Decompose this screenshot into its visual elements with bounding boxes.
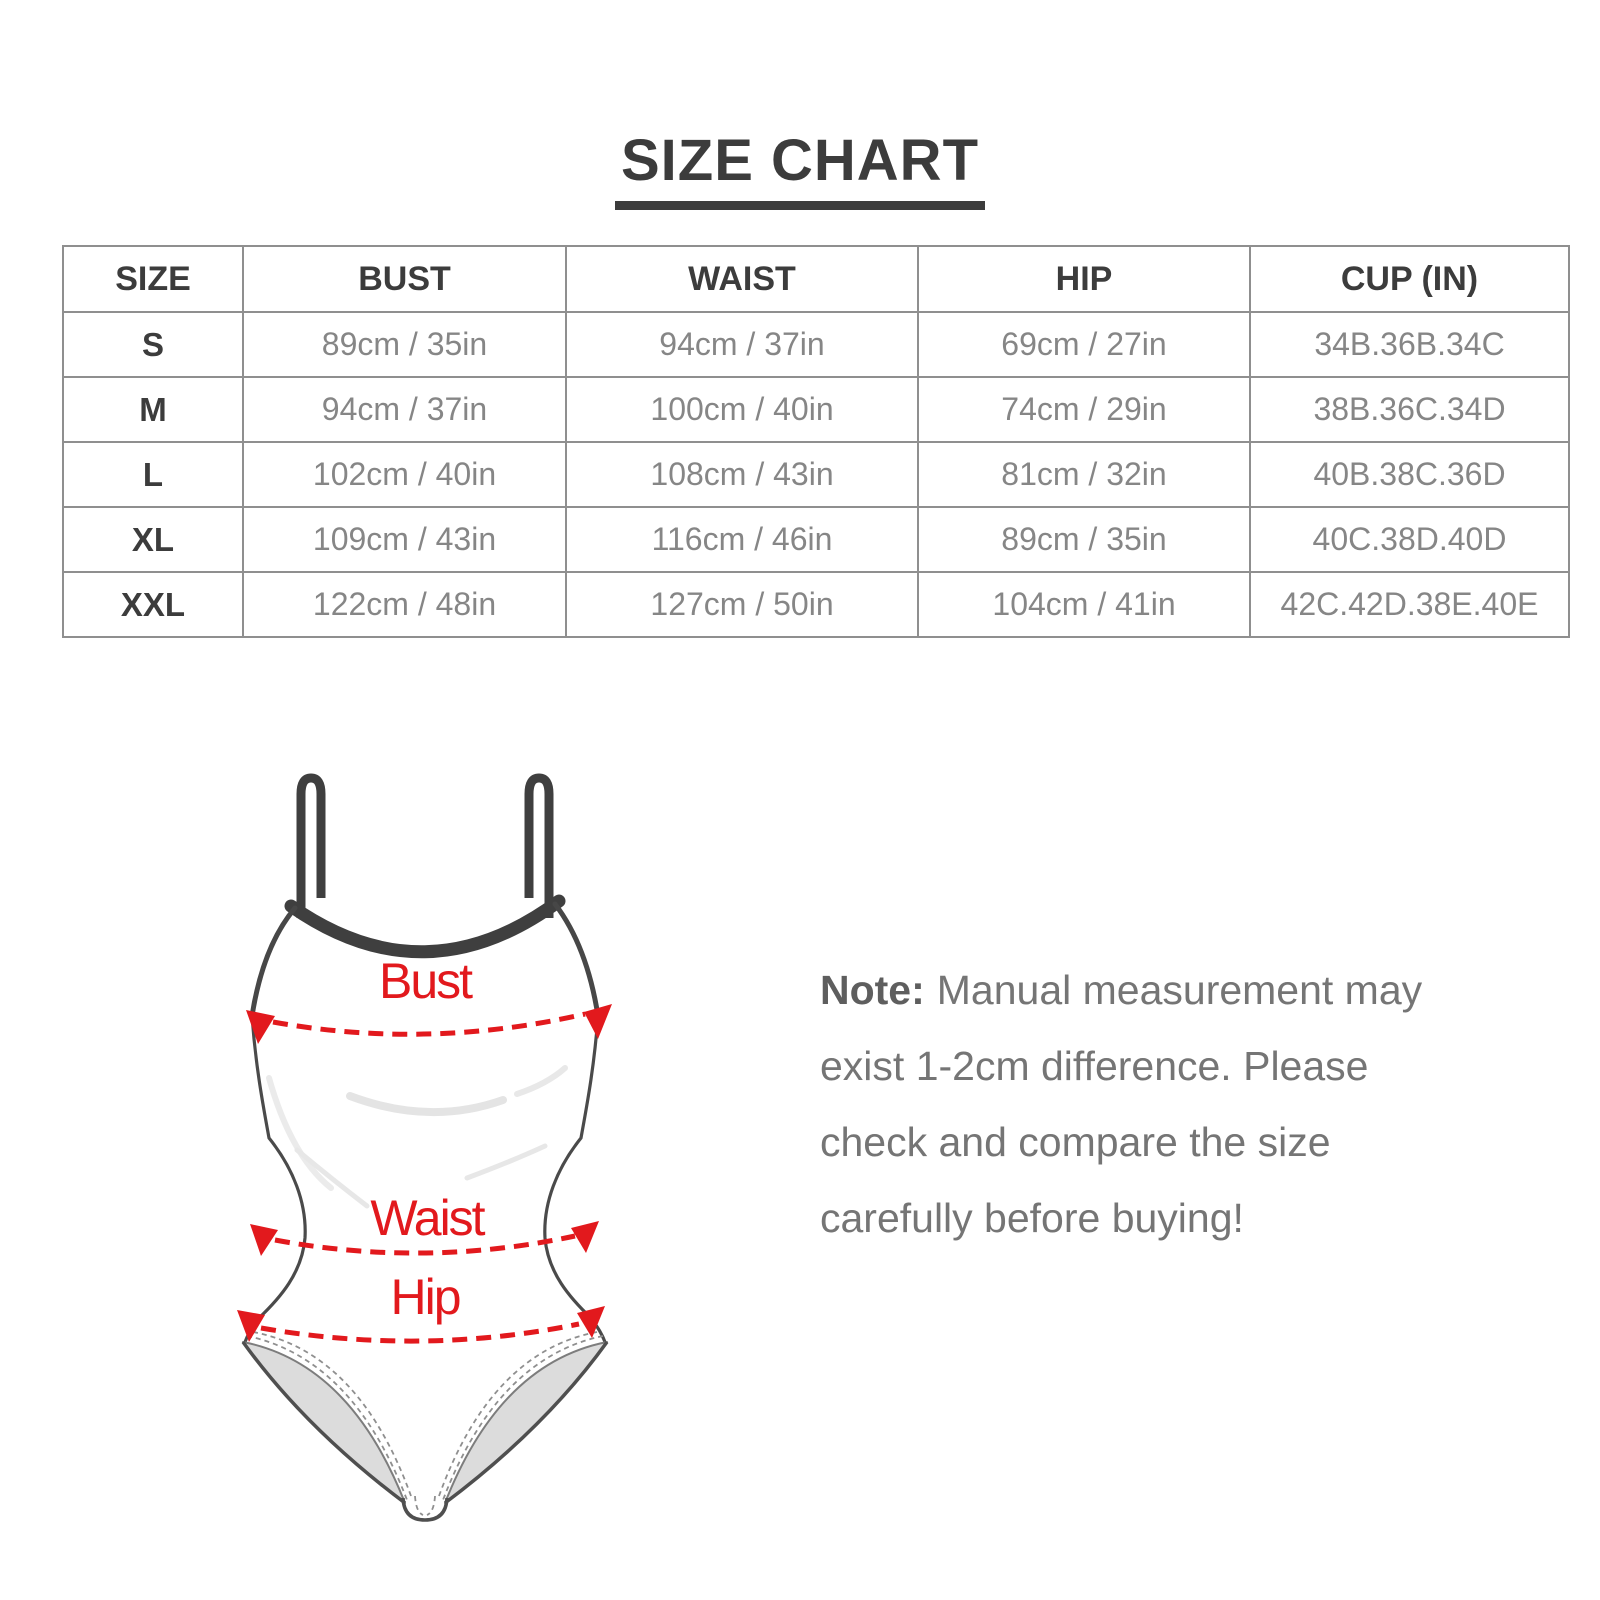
column-header-cup: CUP (IN) [1249,245,1570,313]
cell-waist: 108cm / 43in [565,441,919,508]
table-row: XL 109cm / 43in 116cm / 46in 89cm / 35in… [62,506,1570,573]
cell-hip: 69cm / 27in [917,311,1251,378]
cell-cup: 42C.42D.38E.40E [1249,571,1570,638]
cell-bust: 109cm / 43in [242,506,567,573]
cell-size: XL [62,506,244,573]
waist-arrowhead-left [250,1224,278,1256]
note-line: Note: Manual measurement may [820,967,1423,1013]
cell-waist: 127cm / 50in [565,571,919,638]
cell-hip: 74cm / 29in [917,376,1251,443]
table-row: M 94cm / 37in 100cm / 40in 74cm / 29in 3… [62,376,1570,443]
cell-bust: 94cm / 37in [242,376,567,443]
cell-waist: 100cm / 40in [565,376,919,443]
bust-arrowhead-left [246,1010,275,1044]
stitch-lines [246,1331,604,1516]
table-row: L 102cm / 40in 108cm / 43in 81cm / 32in … [62,441,1570,508]
note-prefix: Note: [820,967,925,1013]
hip-measurement: Hip [237,1269,605,1344]
table-header-row: SIZE BUST WAIST HIP CUP (IN) [62,245,1570,313]
cell-bust: 102cm / 40in [242,441,567,508]
right-leg-inner-fabric [444,1341,608,1504]
cell-hip: 89cm / 35in [917,506,1251,573]
bust-label: Bust [379,953,473,1009]
bust-measurement: Bust [246,953,612,1044]
size-table: SIZE BUST WAIST HIP CUP (IN) S 89cm / 35… [62,245,1570,638]
hip-measure-line [260,1321,580,1344]
right-body-outline [543,1015,607,1343]
cell-bust: 89cm / 35in [242,311,567,378]
cell-cup: 34B.36B.34C [1249,311,1570,378]
bust-measure-line [272,1011,586,1037]
cell-size: L [62,441,244,508]
column-header-bust: BUST [242,245,567,313]
waist-measure-line [274,1233,576,1256]
bust-arrowhead-right [584,1004,612,1039]
cell-size: S [62,311,244,378]
right-strap [524,773,554,918]
hip-label: Hip [390,1269,459,1325]
crotch-outline [401,1497,449,1522]
measurement-note: Note: Manual measurement may exist 1-2cm … [820,952,1460,1256]
hip-arrowhead-right [577,1306,605,1338]
page-title: SIZE CHART [615,128,985,210]
column-header-size: SIZE [62,245,244,313]
hip-arrowhead-left [237,1310,265,1342]
cell-hip: 81cm / 32in [917,441,1251,508]
cell-waist: 94cm / 37in [565,311,919,378]
swimsuit-measurement-diagram: Bust Waist Hip [237,773,612,1522]
cell-bust: 122cm / 48in [242,571,567,638]
note-line: carefully before buying! [820,1195,1244,1241]
note-line: check and compare the size [820,1119,1331,1165]
left-leg-edge [241,1340,407,1505]
waist-label: Waist [370,1190,485,1246]
right-shoulder-edge [552,901,601,1019]
note-line: exist 1-2cm difference. Please [820,1043,1369,1089]
table-row: S 89cm / 35in 94cm / 37in 69cm / 27in 34… [62,311,1570,378]
left-body-outline [243,1015,307,1343]
cell-cup: 40B.38C.36D [1249,441,1570,508]
cell-size: M [62,376,244,443]
cell-size: XXL [62,571,244,638]
left-leg-inner-fabric [242,1341,406,1504]
cell-cup: 40C.38D.40D [1249,506,1570,573]
cell-waist: 116cm / 46in [565,506,919,573]
column-header-hip: HIP [917,245,1251,313]
cell-hip: 104cm / 41in [917,571,1251,638]
right-leg-edge [443,1340,609,1505]
waist-measurement: Waist [250,1190,599,1256]
left-shoulder-edge [249,905,298,1019]
neckline [284,894,566,959]
cell-cup: 38B.36C.34D [1249,376,1570,443]
table-row: XXL 122cm / 48in 127cm / 50in 104cm / 41… [62,571,1570,638]
waist-arrowhead-right [571,1221,599,1253]
fabric-highlight-strokes [266,1065,568,1209]
column-header-waist: WAIST [565,245,919,313]
title-section: SIZE CHART [0,128,1600,210]
left-strap [296,773,326,918]
